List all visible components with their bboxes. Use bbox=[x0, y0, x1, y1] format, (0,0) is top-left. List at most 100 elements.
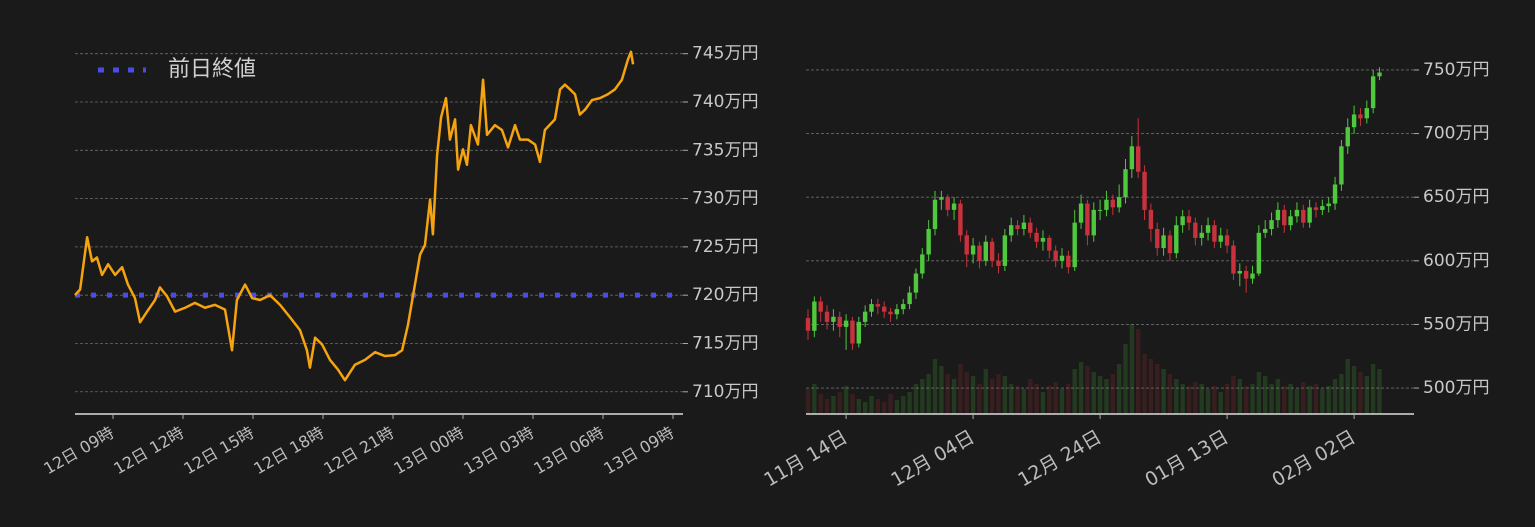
volume-bar bbox=[818, 394, 823, 414]
volume-bar bbox=[1351, 366, 1357, 414]
volume-bar bbox=[805, 389, 811, 414]
volume-bar bbox=[824, 399, 830, 414]
candle-body bbox=[1097, 209, 1103, 211]
candle-body bbox=[805, 318, 811, 331]
candle-body bbox=[1237, 270, 1242, 274]
volume-bar bbox=[1231, 376, 1236, 414]
candle-body bbox=[1358, 114, 1363, 119]
candle-body bbox=[1085, 203, 1090, 236]
candle-body bbox=[1110, 199, 1115, 208]
candle-body bbox=[1142, 171, 1147, 210]
volume-bar bbox=[1186, 386, 1192, 414]
candle-body bbox=[1053, 250, 1058, 261]
candle-body bbox=[1332, 184, 1338, 204]
volume-bar bbox=[1021, 389, 1027, 414]
volume-bar bbox=[1161, 369, 1166, 414]
volume-bar bbox=[1053, 382, 1058, 414]
volume-bar bbox=[1072, 369, 1077, 414]
volume-bar bbox=[1091, 372, 1096, 414]
volume-bar bbox=[913, 384, 919, 414]
volume-bar bbox=[951, 379, 957, 414]
volume-bar bbox=[1332, 379, 1338, 414]
candle-body bbox=[932, 199, 938, 230]
candle-body bbox=[977, 245, 982, 261]
candle-body bbox=[1243, 270, 1249, 279]
volume-bar bbox=[945, 374, 950, 414]
candle-body bbox=[1370, 76, 1376, 109]
candle-body bbox=[939, 197, 944, 200]
x-tick-label: 12日 09時 bbox=[40, 423, 117, 478]
candle-body bbox=[1167, 235, 1173, 254]
volume-bar bbox=[882, 402, 887, 414]
candle-body bbox=[1205, 225, 1211, 233]
y-tick-label: 700万円 bbox=[1423, 124, 1489, 144]
candle-body bbox=[1326, 203, 1331, 207]
volume-bar bbox=[1288, 384, 1293, 414]
volume-bar bbox=[831, 396, 836, 414]
candle-body bbox=[926, 229, 931, 255]
volume-bar bbox=[1002, 376, 1008, 414]
candle-body bbox=[1301, 209, 1306, 223]
y-tick-label: 735万円 bbox=[692, 140, 758, 160]
candle-body bbox=[1155, 229, 1160, 249]
volume-bar bbox=[1205, 389, 1211, 414]
candle-body bbox=[951, 203, 957, 210]
volume-bar bbox=[1116, 364, 1122, 414]
candle-body bbox=[945, 197, 950, 210]
volume-bar bbox=[1224, 384, 1230, 414]
volume-bar bbox=[901, 396, 906, 414]
volume-bar bbox=[843, 386, 849, 414]
volume-bar bbox=[1136, 329, 1141, 414]
volume-bar bbox=[1275, 379, 1281, 414]
candle-body bbox=[888, 311, 893, 315]
volume-bar bbox=[1123, 344, 1128, 414]
candle-body bbox=[1015, 225, 1020, 230]
x-tick-label: 02月 02日 bbox=[1268, 426, 1359, 491]
x-tick-label: 13日 06時 bbox=[530, 423, 607, 478]
volume-bar bbox=[964, 372, 969, 414]
volume-bar bbox=[869, 396, 874, 414]
volume-bar bbox=[894, 400, 900, 414]
volume-bar bbox=[1047, 386, 1052, 414]
candle-body bbox=[1066, 255, 1071, 268]
volume-bar bbox=[958, 364, 963, 414]
x-tick-label: 13日 09時 bbox=[600, 423, 677, 478]
x-tick-label: 12日 21時 bbox=[320, 423, 397, 478]
y-tick-label: 740万円 bbox=[692, 92, 758, 112]
candle-body bbox=[1186, 216, 1192, 223]
candle-body bbox=[1313, 207, 1319, 210]
volume-bar bbox=[1313, 384, 1319, 414]
candle-body bbox=[1148, 209, 1154, 230]
volume-bar bbox=[1256, 372, 1262, 414]
volume-bar bbox=[1097, 376, 1103, 414]
volume-bar bbox=[939, 366, 944, 414]
candle-body bbox=[1320, 206, 1325, 210]
candle-body bbox=[1199, 232, 1204, 238]
candle-body bbox=[920, 254, 925, 274]
volume-bar bbox=[875, 399, 881, 414]
volume-bar bbox=[812, 384, 817, 414]
volume-bar bbox=[1148, 359, 1154, 414]
volume-bar bbox=[1282, 386, 1287, 414]
y-tick-label: 550万円 bbox=[1423, 314, 1489, 334]
x-tick-label: 12月 24日 bbox=[1014, 426, 1105, 491]
volume-bar bbox=[1263, 376, 1268, 414]
candle-body bbox=[970, 245, 976, 255]
candle-body bbox=[882, 306, 887, 312]
volume-bar bbox=[1142, 354, 1147, 414]
candle-body bbox=[996, 260, 1001, 266]
y-tick-label: 720万円 bbox=[692, 285, 758, 305]
candle-body bbox=[1250, 273, 1255, 279]
volume-bar bbox=[862, 402, 868, 414]
volume-bar bbox=[932, 359, 938, 414]
volume-bar bbox=[1364, 376, 1369, 414]
x-tick-label: 11月 14日 bbox=[760, 426, 851, 491]
volume-bar bbox=[1174, 379, 1179, 414]
volume-bar bbox=[1009, 384, 1014, 414]
candle-body bbox=[1339, 146, 1344, 185]
volume-bar bbox=[1307, 386, 1312, 414]
candle-body bbox=[1047, 237, 1052, 251]
volume-bar bbox=[1034, 384, 1039, 414]
candle-body bbox=[1072, 222, 1077, 268]
volume-bar bbox=[1345, 359, 1350, 414]
